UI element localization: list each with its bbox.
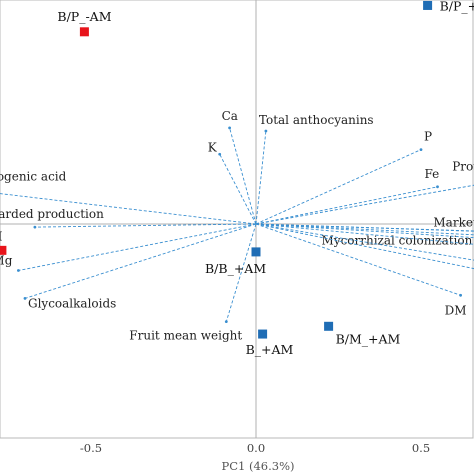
vector-k bbox=[219, 154, 257, 225]
vector-tip-fruit-mean-weight bbox=[224, 320, 228, 324]
point-label-b-p-am: B/P_+AM bbox=[440, 0, 474, 13]
variable-label-mycorrhizal-colonization: Mycorrhizal colonization bbox=[322, 234, 473, 248]
variable-label-fruit-mean-weight: Fruit mean weight bbox=[129, 329, 242, 343]
vector-glycoalkaloids bbox=[24, 223, 257, 299]
point-b-am bbox=[258, 329, 268, 339]
variable-label-fe: Fe bbox=[425, 167, 440, 181]
point-label-b-am: B_+AM bbox=[246, 342, 294, 357]
vector-tip-fe bbox=[436, 185, 439, 189]
vector-ssc bbox=[255, 223, 474, 261]
point-b-b-am bbox=[251, 247, 261, 257]
vector-fruit-mean-weight bbox=[225, 223, 257, 322]
vector-fruit-num bbox=[255, 223, 474, 239]
variable-label-protein: Protein bbox=[452, 160, 474, 174]
variable-label-marketable-yield: Marketable yield bbox=[433, 215, 474, 229]
variable-label-p: P bbox=[424, 130, 432, 144]
vector-fe bbox=[255, 186, 438, 225]
variable-label-mg: Mg bbox=[0, 254, 13, 268]
vector-tip-k bbox=[218, 152, 222, 156]
point-label-b-b-am: B/B_+AM bbox=[205, 261, 266, 276]
variable-label-glycoalkaloids: Glycoalkaloids bbox=[28, 296, 116, 310]
vector-protein bbox=[255, 184, 474, 225]
point-label-b-p-am: B/P_-AM bbox=[57, 9, 111, 24]
vector-dm bbox=[255, 223, 461, 296]
vector-tip-glycoalkaloids bbox=[23, 297, 27, 300]
variable-vectors: Ca Total anthocyanins K P Fe Protein Chlorogen… bbox=[0, 109, 474, 343]
vector-tip-mg bbox=[17, 269, 20, 272]
vector-tip-p bbox=[419, 148, 423, 152]
variable-label-ca: Ca bbox=[222, 109, 238, 123]
x-tick-labels: -1.5-1.0-0.50.00.51.0 bbox=[80, 441, 430, 455]
variable-label-dm: DM bbox=[445, 303, 467, 317]
vector-mg bbox=[18, 223, 257, 271]
vector-tip-total-anthocyanins bbox=[264, 129, 268, 133]
vector-chlorogenic-acid bbox=[0, 193, 257, 225]
plot-frame bbox=[0, 0, 474, 439]
point-b-m-am bbox=[0, 245, 7, 255]
vector-ca bbox=[229, 127, 257, 225]
point-b-p-am bbox=[423, 0, 433, 10]
point-b-p-am bbox=[79, 27, 89, 37]
vector-tip-ca bbox=[228, 126, 232, 130]
point-label-b-m-am: B/M_-AM bbox=[0, 228, 3, 243]
x-tick-label-3: 0.0 bbox=[247, 441, 265, 455]
variable-label-total-anthocyanins: Total anthocyanins bbox=[259, 113, 374, 127]
x-tick-label-2: -0.5 bbox=[80, 441, 102, 455]
variable-label-k: K bbox=[208, 140, 218, 154]
vector-firmness bbox=[255, 223, 474, 270]
vector-total-anthocyanins bbox=[255, 130, 267, 225]
variable-label-chlorogenic-acid: Chlorogenic acid bbox=[0, 169, 67, 183]
vector-p bbox=[255, 149, 422, 225]
variable-label-discarded-production: Discarded production bbox=[0, 207, 104, 221]
x-tick-label-4: 0.5 bbox=[412, 441, 430, 455]
point-label-b-m-am: B/M_+AM bbox=[336, 331, 401, 346]
zero-lines bbox=[0, 0, 473, 438]
vector-tip-discarded-production bbox=[33, 225, 37, 229]
observation-points: B/P_-AMB/P_+AMB/B_-AMB/M_-AMB_-AMB/T_-AM… bbox=[0, 0, 474, 357]
x-axis-title: PC1 (46.3%) bbox=[221, 459, 294, 473]
vector-discarded-production bbox=[34, 223, 257, 228]
point-b-m-am bbox=[324, 321, 334, 331]
vector-mycorrhizal-colonization bbox=[255, 223, 474, 236]
vector-tip-dm bbox=[459, 293, 462, 297]
